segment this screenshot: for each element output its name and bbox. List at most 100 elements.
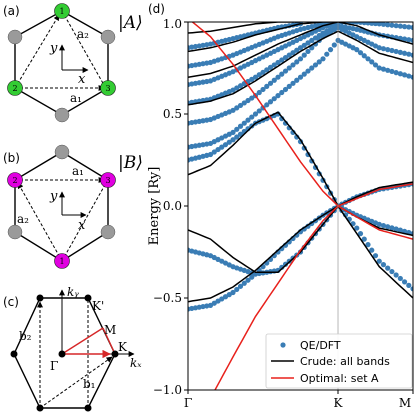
dft-point — [324, 51, 330, 57]
dft-point — [397, 275, 403, 282]
dft-point — [376, 258, 382, 264]
x-axis-label: x — [78, 218, 86, 233]
dft-point — [312, 35, 319, 41]
dft-point — [410, 52, 413, 58]
dft-point — [301, 52, 307, 58]
dft-point — [376, 65, 382, 71]
dft-point — [249, 114, 255, 120]
dft-point — [365, 242, 371, 248]
dft-point — [361, 53, 367, 59]
dft-point — [401, 72, 408, 78]
dft-point — [279, 89, 285, 96]
ky-axis-label: kᵧ — [67, 285, 79, 299]
y-tick-label: −0.5 — [153, 291, 182, 305]
dft-point — [286, 52, 292, 58]
dft-point — [271, 62, 277, 68]
dft-point — [389, 225, 395, 231]
dft-point — [215, 146, 221, 153]
dft-point — [275, 93, 281, 99]
dft-point — [406, 51, 412, 57]
dft-point — [320, 56, 326, 62]
dft-point — [294, 47, 300, 53]
dft-point — [385, 47, 391, 53]
site-b-1 — [54, 253, 70, 269]
state-b-label: |B⟩ — [118, 153, 143, 173]
site-a-1 — [54, 3, 70, 19]
dft-point — [327, 47, 334, 53]
dft-point — [389, 68, 395, 75]
x-tick-label: M — [399, 396, 411, 410]
dft-point — [397, 71, 403, 77]
crude-band-line — [188, 22, 413, 78]
dft-point — [234, 134, 240, 140]
vector-b2-label: b₂ — [19, 329, 32, 343]
dft-point — [237, 102, 244, 109]
lattice-site-grey — [100, 224, 116, 240]
dft-point — [365, 56, 371, 62]
crude-band-line — [188, 111, 413, 207]
vector-a2-label: a₂ — [77, 27, 89, 41]
dft-point — [230, 137, 236, 143]
vector-b1-label: b₁ — [83, 377, 96, 391]
bz-vertex — [84, 404, 92, 412]
m-label: M — [104, 323, 116, 337]
dft-point — [397, 49, 403, 55]
legend-label-crude: Crude: all bands — [300, 355, 390, 368]
dft-point — [297, 74, 304, 80]
legend-box — [265, 333, 413, 389]
dft-point — [369, 59, 375, 65]
lattice-site-grey — [54, 107, 70, 123]
dft-point — [406, 282, 412, 288]
dft-point — [260, 69, 266, 75]
dft-point — [389, 47, 395, 54]
bz-vertex — [36, 294, 44, 302]
dft-point — [380, 22, 387, 27]
dft-point — [305, 40, 311, 46]
dft-point — [256, 108, 262, 114]
dft-point — [279, 71, 285, 77]
dft-point — [389, 22, 395, 28]
gamma-label: Γ — [50, 359, 58, 373]
k-label: K — [118, 340, 128, 354]
lattice-site-grey — [54, 144, 70, 160]
path-m-gamma — [61, 327, 104, 355]
dft-point — [312, 62, 319, 68]
dft-point — [249, 95, 255, 101]
dft-point — [410, 286, 413, 292]
path-k-m — [102, 327, 116, 355]
dft-point — [316, 59, 322, 65]
dft-point — [219, 144, 225, 150]
dft-point — [376, 22, 382, 27]
panel-b: (b) y x a₁ a₂ 2 3 1 |B⟩ — [3, 144, 143, 269]
site-a-2 — [7, 80, 23, 96]
lattice-site-grey — [7, 29, 23, 45]
y-tick-label: 0.0 — [163, 199, 182, 213]
dft-point — [249, 274, 255, 280]
state-a-label: |A⟩ — [118, 13, 143, 33]
dft-point — [380, 262, 387, 268]
crude-band-line — [188, 22, 339, 53]
dft-point — [410, 74, 413, 80]
dft-point — [260, 86, 266, 93]
dft-point — [406, 73, 412, 79]
dft-point — [380, 222, 387, 229]
dft-point — [267, 64, 274, 70]
dft-point — [406, 24, 412, 30]
y-axis-label: y — [49, 189, 58, 204]
dft-point — [275, 59, 281, 66]
dft-point — [282, 54, 289, 61]
dft-point — [282, 86, 289, 93]
kprime-point — [84, 294, 92, 302]
legend-label-optimal: Optimal: set A — [300, 372, 379, 385]
dft-point — [275, 74, 281, 80]
dft-point — [237, 283, 244, 289]
dft-point — [393, 48, 399, 55]
lattice-site-grey — [100, 29, 116, 45]
x-axis-label: x — [78, 72, 86, 87]
vector-a2-arrow — [14, 14, 60, 89]
dft-point — [237, 123, 244, 129]
dft-point — [286, 65, 292, 71]
vector-a1-label: a₁ — [72, 164, 84, 178]
site-a-1-label: 1 — [59, 7, 64, 16]
